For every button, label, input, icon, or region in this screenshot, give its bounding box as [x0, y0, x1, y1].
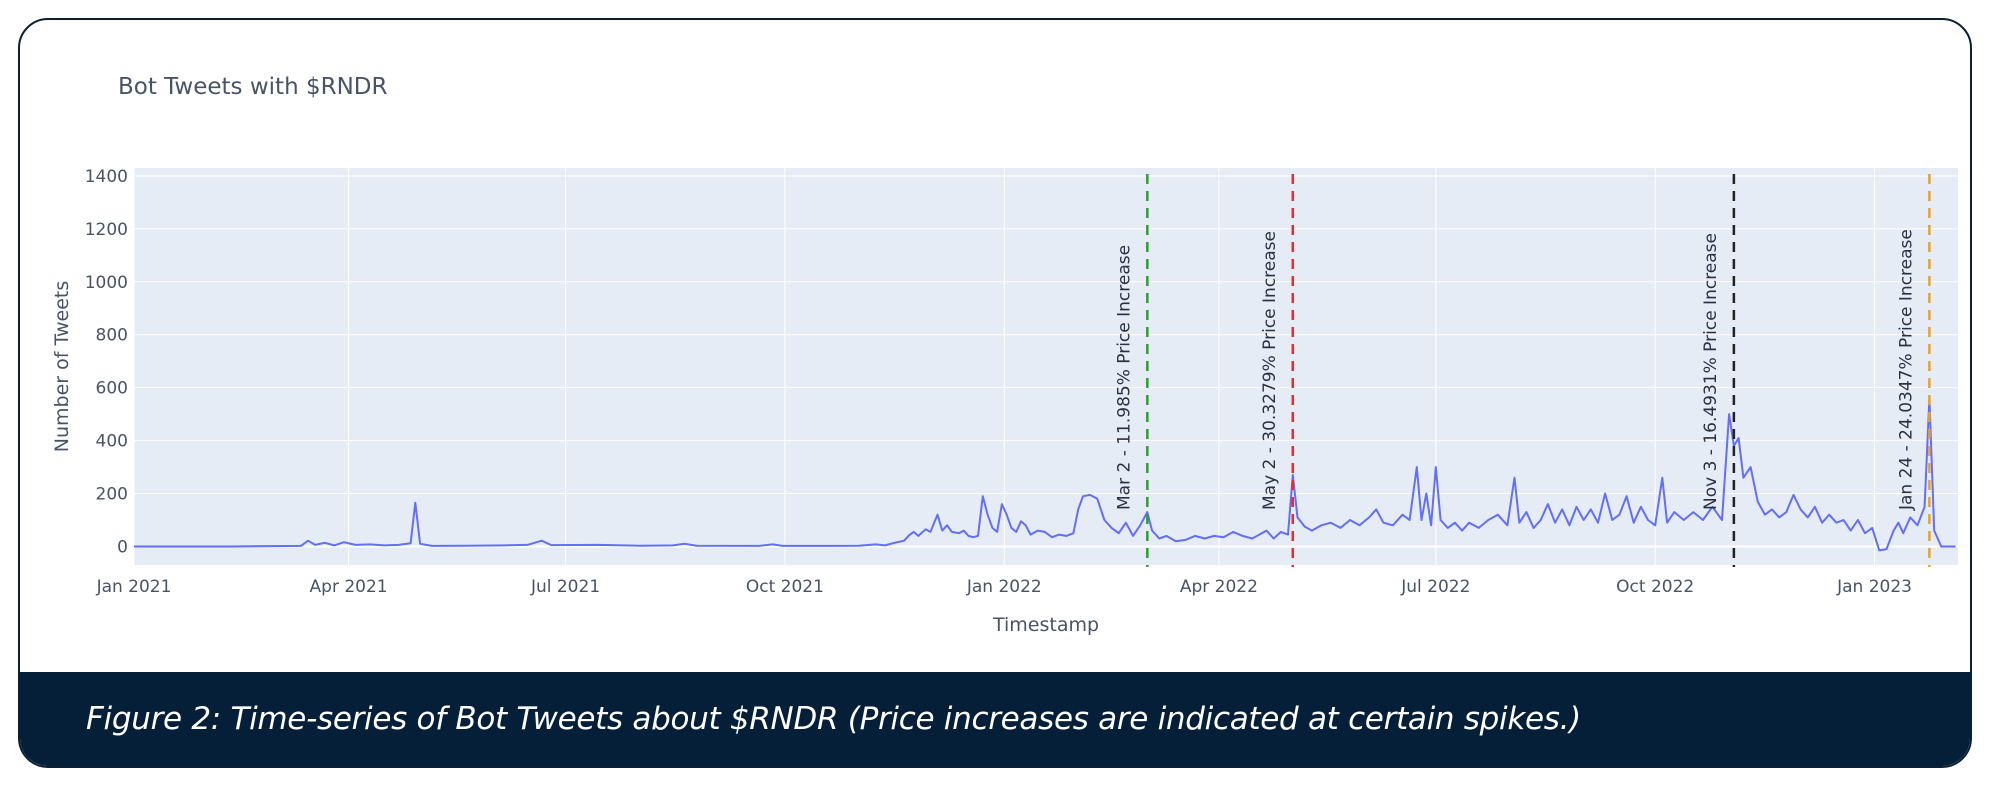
caption-bar: Figure 2: Time-series of Bot Tweets abou… [20, 672, 1970, 766]
figure-caption: Figure 2: Time-series of Bot Tweets abou… [86, 701, 1581, 737]
x-tick-label: Jul 2022 [1400, 577, 1470, 597]
x-tick-label: Oct 2021 [746, 577, 824, 597]
y-tick-label: 400 [96, 432, 128, 452]
annotation-label: May 2 - 30.3279% Price Increase [1260, 231, 1280, 510]
figure-card: Bot Tweets with $RNDR 0 200 400 600 800 1000 1… [18, 18, 1972, 768]
y-tick-label: 600 [96, 379, 128, 399]
plot-background [134, 168, 1958, 565]
x-tick-label: Jul 2021 [530, 577, 600, 597]
y-tick-label: 800 [96, 326, 128, 346]
chart-title: Bot Tweets with $RNDR [118, 74, 387, 100]
x-tick-label: Jan 2021 [96, 577, 172, 597]
x-tick-label: Jan 2023 [1836, 577, 1912, 597]
y-axis-ticks: 0 200 400 600 800 1000 1200 1400 [85, 167, 128, 558]
x-tick-label: Apr 2021 [310, 577, 388, 597]
y-tick-label: 0 [117, 537, 128, 557]
y-tick-label: 1200 [85, 220, 128, 240]
annotation-label: Jan 24 - 24.0347% Price Increase [1896, 229, 1916, 511]
y-tick-label: 1400 [85, 167, 128, 187]
chart-area: Bot Tweets with $RNDR 0 200 400 600 800 1000 1… [20, 20, 1970, 675]
y-tick-label: 200 [96, 485, 128, 505]
series-line-bot-tweets [134, 397, 1956, 552]
chart-svg: Bot Tweets with $RNDR 0 200 400 600 800 1000 1… [51, 74, 1958, 636]
y-axis-label: Number of Tweets [51, 281, 73, 452]
x-tick-label: Oct 2022 [1616, 577, 1694, 597]
x-tick-label: Jan 2022 [966, 577, 1042, 597]
x-axis-label: Timestamp [992, 614, 1099, 636]
x-axis-ticks: Jan 2021 Apr 2021 Jul 2021 Oct 2021 Jan 2022… [96, 577, 1912, 597]
y-tick-label: 1000 [85, 273, 128, 293]
x-tick-label: Apr 2022 [1180, 577, 1258, 597]
annotation-label: Mar 2 - 11.985% Price Increase [1114, 245, 1134, 510]
price-annotations: Mar 2 - 11.985% Price Increase May 2 - 30… [1114, 174, 1931, 567]
gridlines [133, 168, 1958, 565]
annotation-label: Nov 3 - 16.4931% Price Increase [1701, 233, 1721, 510]
